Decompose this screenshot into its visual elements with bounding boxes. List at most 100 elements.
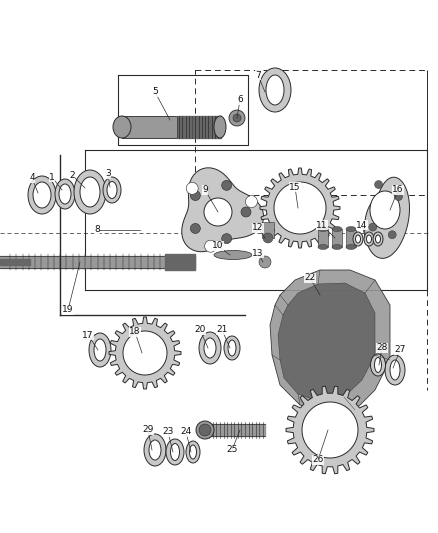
Ellipse shape [103,177,121,203]
Bar [178,116,220,138]
Ellipse shape [214,251,252,260]
Text: 3: 3 [105,169,111,179]
Ellipse shape [367,235,371,243]
Ellipse shape [371,354,385,376]
Circle shape [222,180,232,190]
Bar [332,229,342,247]
Circle shape [191,190,200,200]
Text: 7: 7 [255,70,261,79]
Bar [346,229,356,247]
Circle shape [199,424,211,436]
Ellipse shape [259,68,291,112]
Bar [262,222,274,238]
Text: 13: 13 [252,248,264,257]
Ellipse shape [318,227,328,231]
Polygon shape [123,331,167,375]
Bar [318,229,328,247]
Text: 29: 29 [142,425,154,434]
Ellipse shape [356,235,360,243]
Text: 10: 10 [212,241,224,251]
Ellipse shape [374,358,381,373]
Ellipse shape [59,184,71,204]
Circle shape [374,181,382,189]
Polygon shape [109,317,181,389]
Ellipse shape [346,227,356,231]
Text: 1: 1 [49,173,55,182]
Ellipse shape [332,245,342,249]
Polygon shape [286,386,374,474]
Ellipse shape [107,182,117,198]
Text: 19: 19 [62,305,74,314]
Ellipse shape [33,182,51,208]
Ellipse shape [149,440,161,460]
Text: 23: 23 [162,427,174,437]
Circle shape [205,240,217,252]
Text: 9: 9 [202,185,208,195]
Text: 27: 27 [394,345,406,354]
Text: 14: 14 [356,221,367,230]
Ellipse shape [170,443,180,461]
Ellipse shape [199,332,221,364]
Polygon shape [260,168,340,248]
Ellipse shape [186,441,200,463]
Text: 16: 16 [392,185,404,195]
Ellipse shape [166,439,184,465]
Ellipse shape [214,116,226,138]
Ellipse shape [89,333,111,367]
Text: 21: 21 [216,326,228,335]
Text: 26: 26 [312,456,324,464]
Text: 5: 5 [152,87,158,96]
Ellipse shape [204,198,232,226]
Circle shape [259,256,271,268]
Circle shape [186,182,198,195]
Circle shape [233,114,241,122]
Text: 11: 11 [316,221,328,230]
Circle shape [241,207,251,217]
Ellipse shape [375,235,381,243]
Text: 24: 24 [180,427,192,437]
Circle shape [395,192,403,200]
Circle shape [388,231,396,239]
Circle shape [222,233,232,244]
Circle shape [191,223,200,233]
Ellipse shape [370,191,400,229]
Circle shape [245,196,258,208]
Text: 20: 20 [194,326,206,335]
Text: 6: 6 [237,95,243,104]
Polygon shape [364,177,410,259]
Polygon shape [302,402,358,458]
Text: 8: 8 [94,225,100,235]
Ellipse shape [74,170,106,214]
Circle shape [263,233,273,243]
Text: 2: 2 [69,171,75,180]
Text: 18: 18 [129,327,141,336]
Ellipse shape [80,177,100,207]
Ellipse shape [266,75,284,105]
Ellipse shape [113,116,131,138]
Text: 25: 25 [226,446,238,455]
Ellipse shape [196,421,214,439]
Ellipse shape [346,245,356,249]
Ellipse shape [364,232,374,246]
Polygon shape [278,283,375,402]
Ellipse shape [390,360,400,380]
Ellipse shape [55,179,75,209]
Ellipse shape [228,340,236,356]
Ellipse shape [190,445,197,459]
Ellipse shape [332,227,342,231]
Text: 4: 4 [29,174,35,182]
Text: 17: 17 [82,330,94,340]
Text: 28: 28 [376,343,388,352]
Ellipse shape [224,336,240,360]
Circle shape [229,110,245,126]
Ellipse shape [385,355,405,385]
Circle shape [369,223,377,231]
Ellipse shape [204,338,216,358]
Polygon shape [182,168,264,252]
Text: 15: 15 [289,182,301,191]
Text: 12: 12 [252,223,264,232]
Ellipse shape [28,176,56,214]
Polygon shape [274,182,326,234]
Text: 22: 22 [304,273,316,282]
Ellipse shape [144,434,166,466]
